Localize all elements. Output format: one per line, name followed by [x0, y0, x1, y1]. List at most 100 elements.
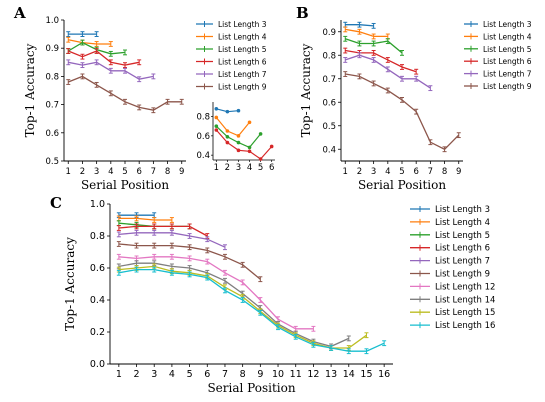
- panel-a-legend-label: List Length 4: [218, 33, 267, 42]
- panel-c-x-tick-label: 7: [222, 369, 228, 380]
- panel-a-x-tick-label: 4: [108, 167, 113, 177]
- panel-b-y-tick-label: 0.4: [322, 145, 336, 155]
- inset-y-tick-label: 0.8: [196, 113, 210, 123]
- panel-c-y-tick-label: 0.2: [90, 327, 105, 338]
- inset-point: [225, 140, 230, 145]
- inset-point: [214, 124, 219, 128]
- panel-c-legend-label: List Length 9: [435, 270, 490, 280]
- panel-label-a: A: [13, 4, 26, 22]
- panel-a-y-tick-label: 0.6: [45, 129, 59, 139]
- panel-c-x-axis-label: Serial Position: [207, 381, 295, 395]
- panel-b-x-tick-label: 9: [456, 167, 461, 177]
- panel-c-legend-label: List Length 4: [435, 218, 490, 228]
- panel-b-series-list-length-6: [345, 49, 417, 73]
- panel-c-series-list-length-14: [118, 262, 350, 348]
- panel-c-x-tick-label: 10: [272, 369, 284, 380]
- panel-c-x-tick-label: 3: [151, 369, 157, 380]
- panel-a-y-tick-label: 1.0: [45, 16, 59, 26]
- inset-point: [214, 128, 219, 132]
- panel-c-x-tick-label: 5: [187, 369, 193, 380]
- panel-label-c: C: [50, 194, 62, 212]
- panel-a-y-axis-label: Top-1 Accuracy: [23, 43, 37, 137]
- panel-a-legend-label: List Length 9: [218, 83, 267, 92]
- panel-label-b: B: [296, 4, 309, 22]
- panel-c-chart: 0.00.20.40.60.81.01 2 3 4 5 6 7 8 9 10 11 12 13 14 15 1…: [63, 199, 495, 395]
- panel-a-series-list-length-6: [68, 50, 140, 66]
- panel-a-x-tick-label: 8: [165, 167, 170, 177]
- inset-point: [236, 108, 241, 113]
- panel-a-x-tick-label: 7: [151, 167, 156, 177]
- inset-point: [214, 115, 219, 120]
- panel-a-legend-label: List Length 3: [218, 20, 267, 29]
- panel-b-legend-label: List Length 9: [483, 82, 532, 91]
- panel-b-legend-label: List Length 5: [483, 45, 532, 54]
- panel-c-series-list-length-15: [118, 265, 367, 349]
- inset-x-tick-label: 3: [236, 163, 241, 173]
- inset-point: [269, 144, 274, 149]
- panel-b-series-list-length-4: [345, 28, 388, 38]
- panel-c-series-list-length-6: [118, 225, 208, 237]
- panel-b-chart: 0.4 0.5 0.6 0.7 0.8 0.9 1 2 3 4 5 6 7 8 9 Serial Positi…: [299, 20, 532, 192]
- panel-b-legend-label: List Length 6: [483, 57, 532, 66]
- inset-x-tick-label: 1: [214, 163, 219, 173]
- panel-c-x-tick-label: 12: [307, 369, 319, 380]
- panel-b-x-axis-label: Serial Position: [358, 178, 446, 192]
- panel-a-y-tick-label: 0.9: [45, 44, 59, 54]
- panel-c-x-tick-label: 13: [325, 369, 337, 380]
- panel-c-x-tick-label: 9: [257, 369, 263, 380]
- panel-a-x-tick-label: 9: [179, 167, 184, 177]
- inset-y-tick-label: 0.4: [196, 151, 210, 161]
- inset-point: [225, 109, 230, 114]
- panel-b-y-tick-label: 0.9: [322, 28, 336, 38]
- panel-c-y-tick-label: 0.6: [90, 263, 105, 274]
- panel-a-legend-label: List Length 6: [218, 58, 267, 67]
- inset-point: [247, 120, 252, 125]
- panel-a-x-tick-label: 1: [66, 167, 71, 177]
- panel-a-y-tick-label: 0.8: [45, 72, 59, 82]
- panel-c-x-tick-label: 6: [204, 369, 210, 380]
- panel-c-legend-label: List Length 3: [435, 205, 490, 215]
- panel-b-legend-label: List Length 7: [483, 70, 532, 79]
- panel-c-x-tick-label: 11: [290, 369, 302, 380]
- panel-a-series-list-length-4: [68, 39, 111, 45]
- panel-b-x-tick-label: 8: [442, 167, 447, 177]
- inset-point: [214, 106, 219, 111]
- inset-point: [258, 157, 263, 161]
- inset-point: [236, 148, 241, 153]
- inset-x-tick-label: 4: [247, 163, 252, 173]
- inset-series-4: [215, 129, 273, 160]
- panel-a-y-tick-label: 0.5: [45, 157, 59, 167]
- inset-y-tick-label: 0.6: [196, 132, 210, 142]
- panel-c-y-tick-label: 0.4: [90, 295, 105, 306]
- panel-c-y-axis-label: Top-1 Accuracy: [63, 237, 77, 331]
- panel-c-x-tick-label: 2: [134, 369, 140, 380]
- panel-c-x-tick-label: 1: [116, 369, 122, 380]
- panel-c-legend-label: List Length 16: [435, 321, 495, 331]
- panel-b-x-tick-label: 3: [371, 167, 376, 177]
- panel-a-inset: 0.4 0.6 0.8 1 2 3 4 5 6: [196, 102, 275, 173]
- panel-a-legend-label: List Length 7: [218, 70, 267, 79]
- panel-a-x-axis-label: Serial Position: [81, 178, 169, 192]
- panel-b-x-tick-label: 7: [428, 167, 433, 177]
- panel-c-legend-label: List Length 12: [435, 282, 495, 292]
- panel-b-y-tick-label: 0.8: [322, 51, 336, 61]
- inset-x-tick-label: 5: [258, 163, 263, 173]
- panel-b-y-axis-label: Top-1 Accuracy: [299, 43, 313, 137]
- inset-point: [225, 129, 230, 133]
- panel-a-x-tick-label: 2: [80, 167, 85, 177]
- panel-c-x-tick-label: 4: [169, 369, 175, 380]
- inset-x-tick-label: 2: [225, 163, 230, 173]
- panel-c-y-tick-label: 0.0: [90, 359, 105, 370]
- panel-b-x-tick-label: 6: [413, 167, 418, 177]
- panel-b-x-tick-label: 2: [357, 167, 362, 177]
- panel-c-legend-label: List Length 5: [435, 231, 490, 241]
- panel-c-series-list-length-12: [118, 256, 314, 330]
- panel-c-legend-label: List Length 7: [435, 257, 490, 267]
- inset-point: [247, 149, 252, 154]
- panel-c-legend-label: List Length 6: [435, 244, 490, 254]
- panel-a-x-tick-label: 5: [122, 167, 127, 177]
- panel-b-y-tick-label: 0.6: [322, 98, 336, 108]
- panel-c-series-list-length-16: [118, 268, 385, 352]
